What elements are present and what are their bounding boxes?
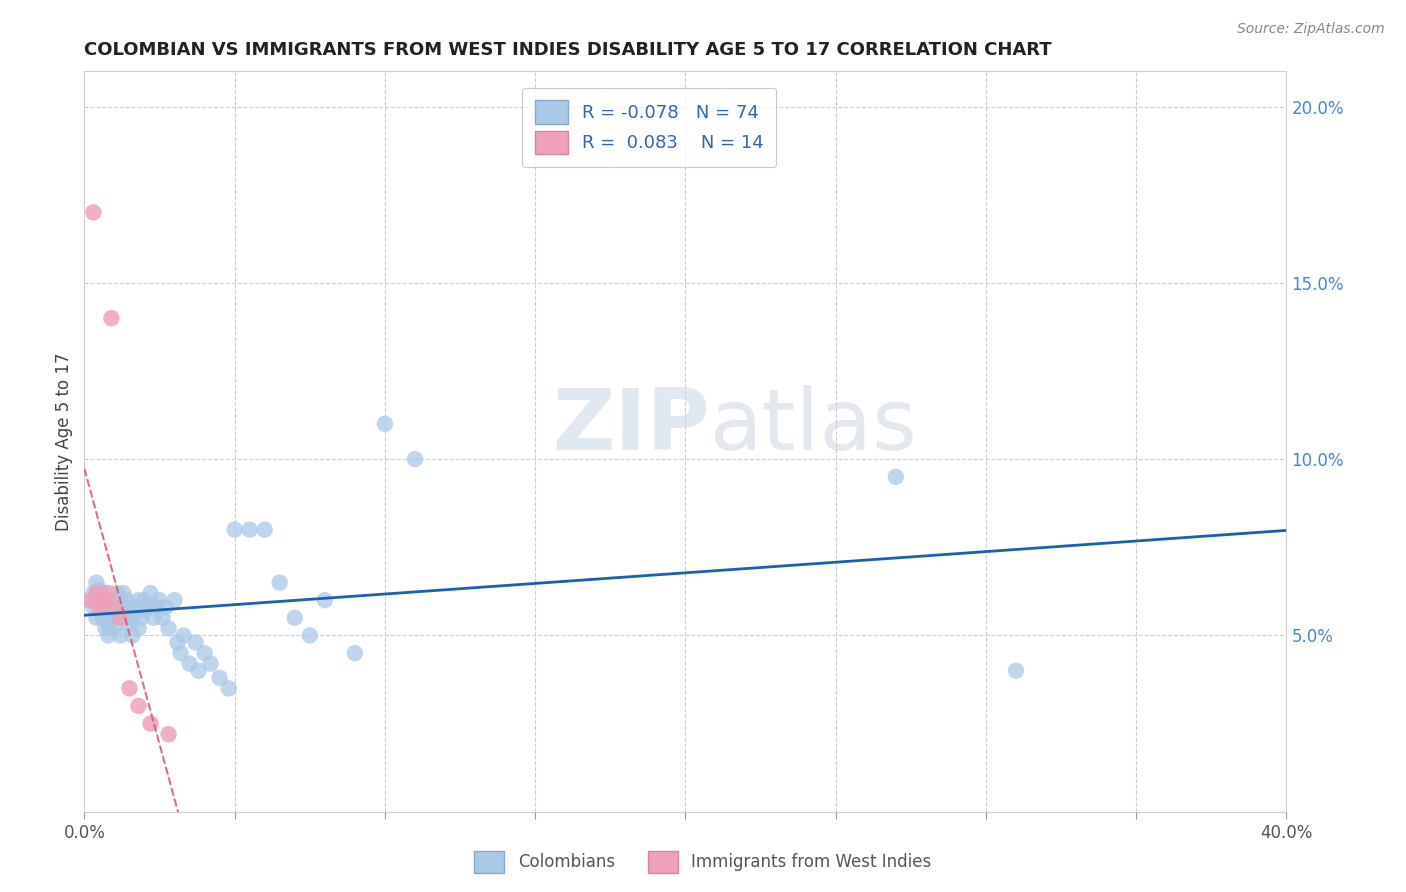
Point <box>118 604 141 618</box>
Point <box>91 586 114 600</box>
Point <box>94 621 117 635</box>
Point <box>82 600 104 615</box>
Point <box>253 523 276 537</box>
Point <box>298 628 321 642</box>
Point <box>148 593 170 607</box>
Point <box>100 311 122 326</box>
Point <box>134 604 156 618</box>
Point <box>404 452 426 467</box>
Point <box>107 586 129 600</box>
Point <box>239 523 262 537</box>
Point <box>97 604 120 618</box>
Point <box>91 593 114 607</box>
Point <box>124 600 146 615</box>
Point <box>131 611 153 625</box>
Point <box>187 664 209 678</box>
Point <box>91 600 114 615</box>
Point <box>155 600 177 615</box>
Point <box>115 593 138 607</box>
Point <box>127 698 149 713</box>
Point <box>94 600 117 615</box>
Point <box>89 593 111 607</box>
Point <box>179 657 201 671</box>
Point <box>118 618 141 632</box>
Point <box>107 604 129 618</box>
Point <box>343 646 366 660</box>
Text: Source: ZipAtlas.com: Source: ZipAtlas.com <box>1237 22 1385 37</box>
Point <box>208 671 231 685</box>
Point <box>103 621 125 635</box>
Point <box>89 582 111 597</box>
Point <box>82 205 104 219</box>
Point <box>218 681 240 696</box>
Point <box>103 611 125 625</box>
Point <box>152 611 174 625</box>
Text: ZIP: ZIP <box>551 385 710 468</box>
Point <box>127 593 149 607</box>
Point <box>139 586 162 600</box>
Point <box>269 575 291 590</box>
Point <box>169 646 191 660</box>
Point <box>134 593 156 607</box>
Point <box>374 417 396 431</box>
Point <box>100 600 122 615</box>
Point <box>284 611 307 625</box>
Point <box>112 586 135 600</box>
Point <box>157 621 180 635</box>
Point <box>79 593 101 607</box>
Point <box>86 593 108 607</box>
Point <box>86 575 108 590</box>
Point <box>157 727 180 741</box>
Text: atlas: atlas <box>710 385 918 468</box>
Point <box>100 611 122 625</box>
Point <box>89 600 111 615</box>
Y-axis label: Disability Age 5 to 17: Disability Age 5 to 17 <box>55 352 73 531</box>
Point <box>79 593 101 607</box>
Point <box>173 628 195 642</box>
Point <box>110 611 132 625</box>
Point <box>118 681 141 696</box>
Point <box>194 646 217 660</box>
Point <box>86 586 108 600</box>
Point <box>121 611 143 625</box>
Point <box>166 635 188 649</box>
Point <box>1005 664 1028 678</box>
Point <box>94 611 117 625</box>
Point <box>142 611 165 625</box>
Point <box>97 618 120 632</box>
Legend: R = -0.078   N = 74, R =  0.083    N = 14: R = -0.078 N = 74, R = 0.083 N = 14 <box>523 87 776 167</box>
Point <box>314 593 336 607</box>
Point <box>136 600 159 615</box>
Point <box>145 600 167 615</box>
Point <box>139 716 162 731</box>
Point <box>97 628 120 642</box>
Point <box>103 600 125 615</box>
Point <box>184 635 207 649</box>
Legend: Colombians, Immigrants from West Indies: Colombians, Immigrants from West Indies <box>468 845 938 880</box>
Point <box>94 593 117 607</box>
Point <box>121 628 143 642</box>
Point <box>94 593 117 607</box>
Point <box>110 611 132 625</box>
Point <box>97 586 120 600</box>
Point <box>884 470 907 484</box>
Point <box>97 593 120 607</box>
Point <box>82 586 104 600</box>
Point <box>163 593 186 607</box>
Point <box>103 593 125 607</box>
Point <box>110 628 132 642</box>
Point <box>91 611 114 625</box>
Point <box>224 523 246 537</box>
Point <box>115 611 138 625</box>
Point <box>127 621 149 635</box>
Point <box>200 657 222 671</box>
Point <box>86 611 108 625</box>
Point <box>89 604 111 618</box>
Point <box>112 600 135 615</box>
Text: COLOMBIAN VS IMMIGRANTS FROM WEST INDIES DISABILITY AGE 5 TO 17 CORRELATION CHAR: COLOMBIAN VS IMMIGRANTS FROM WEST INDIES… <box>84 41 1052 59</box>
